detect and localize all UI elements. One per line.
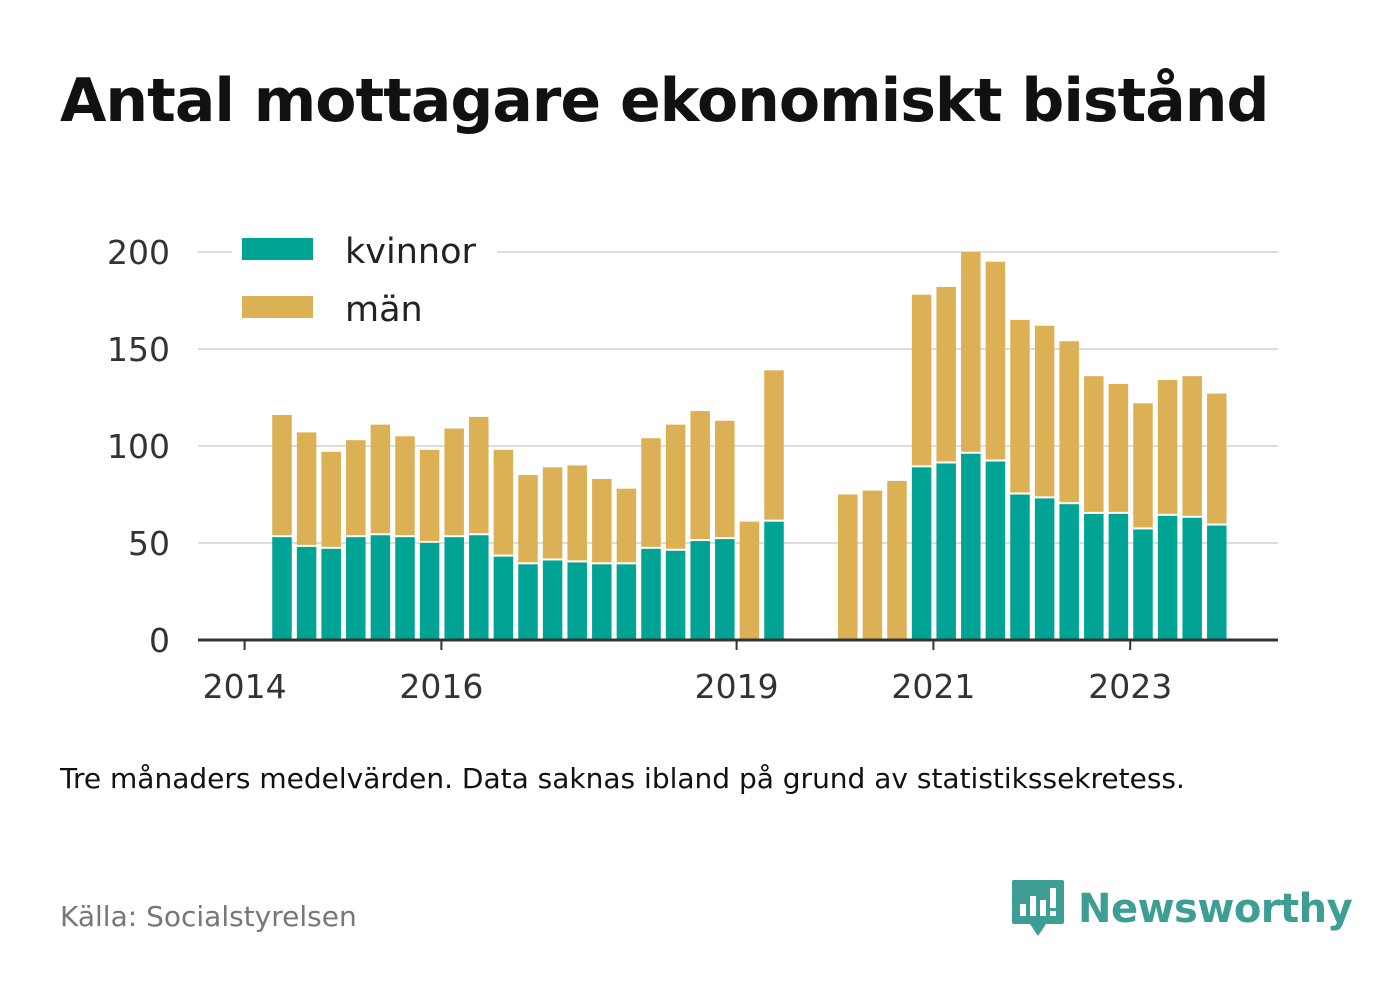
chart-note: Tre månaders medelvärden. Data saknas ib…: [60, 762, 1185, 795]
x-tick-label: 2014: [203, 667, 287, 706]
bar-kvinnor[interactable]: [911, 467, 932, 640]
source-credit: Källa: Socialstyrelsen: [60, 900, 357, 933]
bar-kvinnor[interactable]: [542, 560, 563, 640]
bar-man[interactable]: [592, 478, 612, 563]
bar-kvinnor[interactable]: [1133, 529, 1153, 640]
bar-man[interactable]: [518, 475, 538, 563]
y-tick-label: 100: [107, 427, 170, 466]
y-tick-label: 200: [107, 233, 170, 272]
x-tick-label: 2019: [695, 667, 779, 706]
bar-man[interactable]: [961, 252, 981, 452]
bar-man[interactable]: [1207, 393, 1227, 524]
newsworthy-logo-icon: [1012, 880, 1064, 936]
bar-kvinnor[interactable]: [985, 461, 1006, 640]
bar-kvinnor[interactable]: [493, 556, 514, 640]
bar-kvinnor[interactable]: [690, 541, 710, 640]
bar-kvinnor[interactable]: [715, 539, 735, 640]
bar-man[interactable]: [616, 488, 637, 563]
legend: kvinnor män: [232, 232, 497, 332]
bar-man[interactable]: [1182, 376, 1202, 516]
bar-man[interactable]: [764, 370, 784, 520]
bar-kvinnor[interactable]: [518, 564, 538, 640]
bar-kvinnor[interactable]: [1010, 494, 1030, 641]
bar-man[interactable]: [985, 261, 1006, 460]
bar-man[interactable]: [887, 480, 907, 640]
bar-man[interactable]: [321, 451, 341, 547]
bar-man[interactable]: [1133, 403, 1153, 528]
legend-label-man: män: [345, 290, 423, 330]
bar-man[interactable]: [1157, 380, 1178, 514]
axes: 0 50 100 150 200 2014 2016 2019 2021 2023: [107, 233, 1278, 706]
legend-label-kvinnor: kvinnor: [345, 232, 476, 272]
bar-man[interactable]: [272, 414, 292, 536]
bar-kvinnor[interactable]: [764, 521, 784, 640]
bar-kvinnor[interactable]: [395, 537, 415, 640]
bar-kvinnor[interactable]: [665, 550, 686, 640]
bar-man[interactable]: [1034, 325, 1055, 497]
bar-kvinnor[interactable]: [936, 463, 956, 640]
bar-kvinnor[interactable]: [641, 548, 661, 640]
bar-man[interactable]: [641, 438, 661, 547]
bar-man[interactable]: [838, 494, 858, 641]
bar-man[interactable]: [911, 294, 932, 466]
x-tick-label: 2023: [1088, 667, 1172, 706]
bar-kvinnor[interactable]: [419, 543, 440, 640]
legend-swatch-kvinnor: [242, 238, 313, 260]
bar-kvinnor[interactable]: [616, 564, 637, 640]
bar-kvinnor[interactable]: [1157, 515, 1178, 640]
bar-kvinnor[interactable]: [1059, 504, 1079, 640]
bar-man[interactable]: [715, 420, 735, 538]
bar-kvinnor[interactable]: [1084, 513, 1104, 640]
bar-man[interactable]: [444, 428, 464, 536]
bar-kvinnor[interactable]: [567, 562, 587, 640]
bar-man[interactable]: [296, 432, 317, 545]
bar-kvinnor[interactable]: [296, 546, 317, 640]
bar-kvinnor[interactable]: [346, 537, 366, 640]
bar-man[interactable]: [346, 440, 366, 536]
bar-kvinnor[interactable]: [444, 537, 464, 640]
bar-kvinnor[interactable]: [592, 564, 612, 640]
bars: [272, 252, 1227, 641]
y-tick-label: 0: [149, 621, 170, 660]
brand-name: Newsworthy: [1078, 886, 1353, 932]
chart: 0 50 100 150 200 2014 2016 2019 2021 2023 kvinnor…: [107, 232, 1278, 706]
bar-man[interactable]: [739, 521, 760, 640]
bar-man[interactable]: [690, 411, 710, 540]
bar-man[interactable]: [469, 416, 489, 534]
bar-man[interactable]: [419, 449, 440, 541]
bar-kvinnor[interactable]: [1182, 517, 1202, 640]
bar-man[interactable]: [665, 424, 686, 549]
bar-kvinnor[interactable]: [370, 535, 391, 640]
bar-man[interactable]: [936, 286, 956, 462]
bar-man[interactable]: [862, 490, 883, 640]
bar-man[interactable]: [395, 436, 415, 536]
y-tick-label: 150: [107, 330, 170, 369]
newsworthy-brand[interactable]: Newsworthy: [1010, 878, 1353, 940]
bar-kvinnor[interactable]: [272, 537, 292, 640]
bar-kvinnor[interactable]: [469, 535, 489, 640]
chart-title: Antal mottagare ekonomiskt bistånd: [60, 66, 1269, 136]
bar-man[interactable]: [567, 465, 587, 561]
y-tick-label: 50: [128, 524, 170, 563]
bar-man[interactable]: [370, 424, 391, 534]
bar-man[interactable]: [542, 467, 563, 559]
legend-swatch-man: [242, 296, 313, 318]
bar-man[interactable]: [1108, 383, 1129, 512]
bar-kvinnor[interactable]: [961, 453, 981, 640]
bar-kvinnor[interactable]: [1108, 513, 1129, 640]
bar-man[interactable]: [1010, 319, 1030, 493]
bar-kvinnor[interactable]: [1207, 525, 1227, 640]
bar-man[interactable]: [1084, 376, 1104, 512]
x-tick-label: 2016: [399, 667, 483, 706]
x-tick-label: 2021: [891, 667, 975, 706]
bar-kvinnor[interactable]: [321, 548, 341, 640]
bar-kvinnor[interactable]: [1034, 498, 1055, 640]
bar-man[interactable]: [493, 449, 514, 555]
bar-man[interactable]: [1059, 341, 1079, 503]
